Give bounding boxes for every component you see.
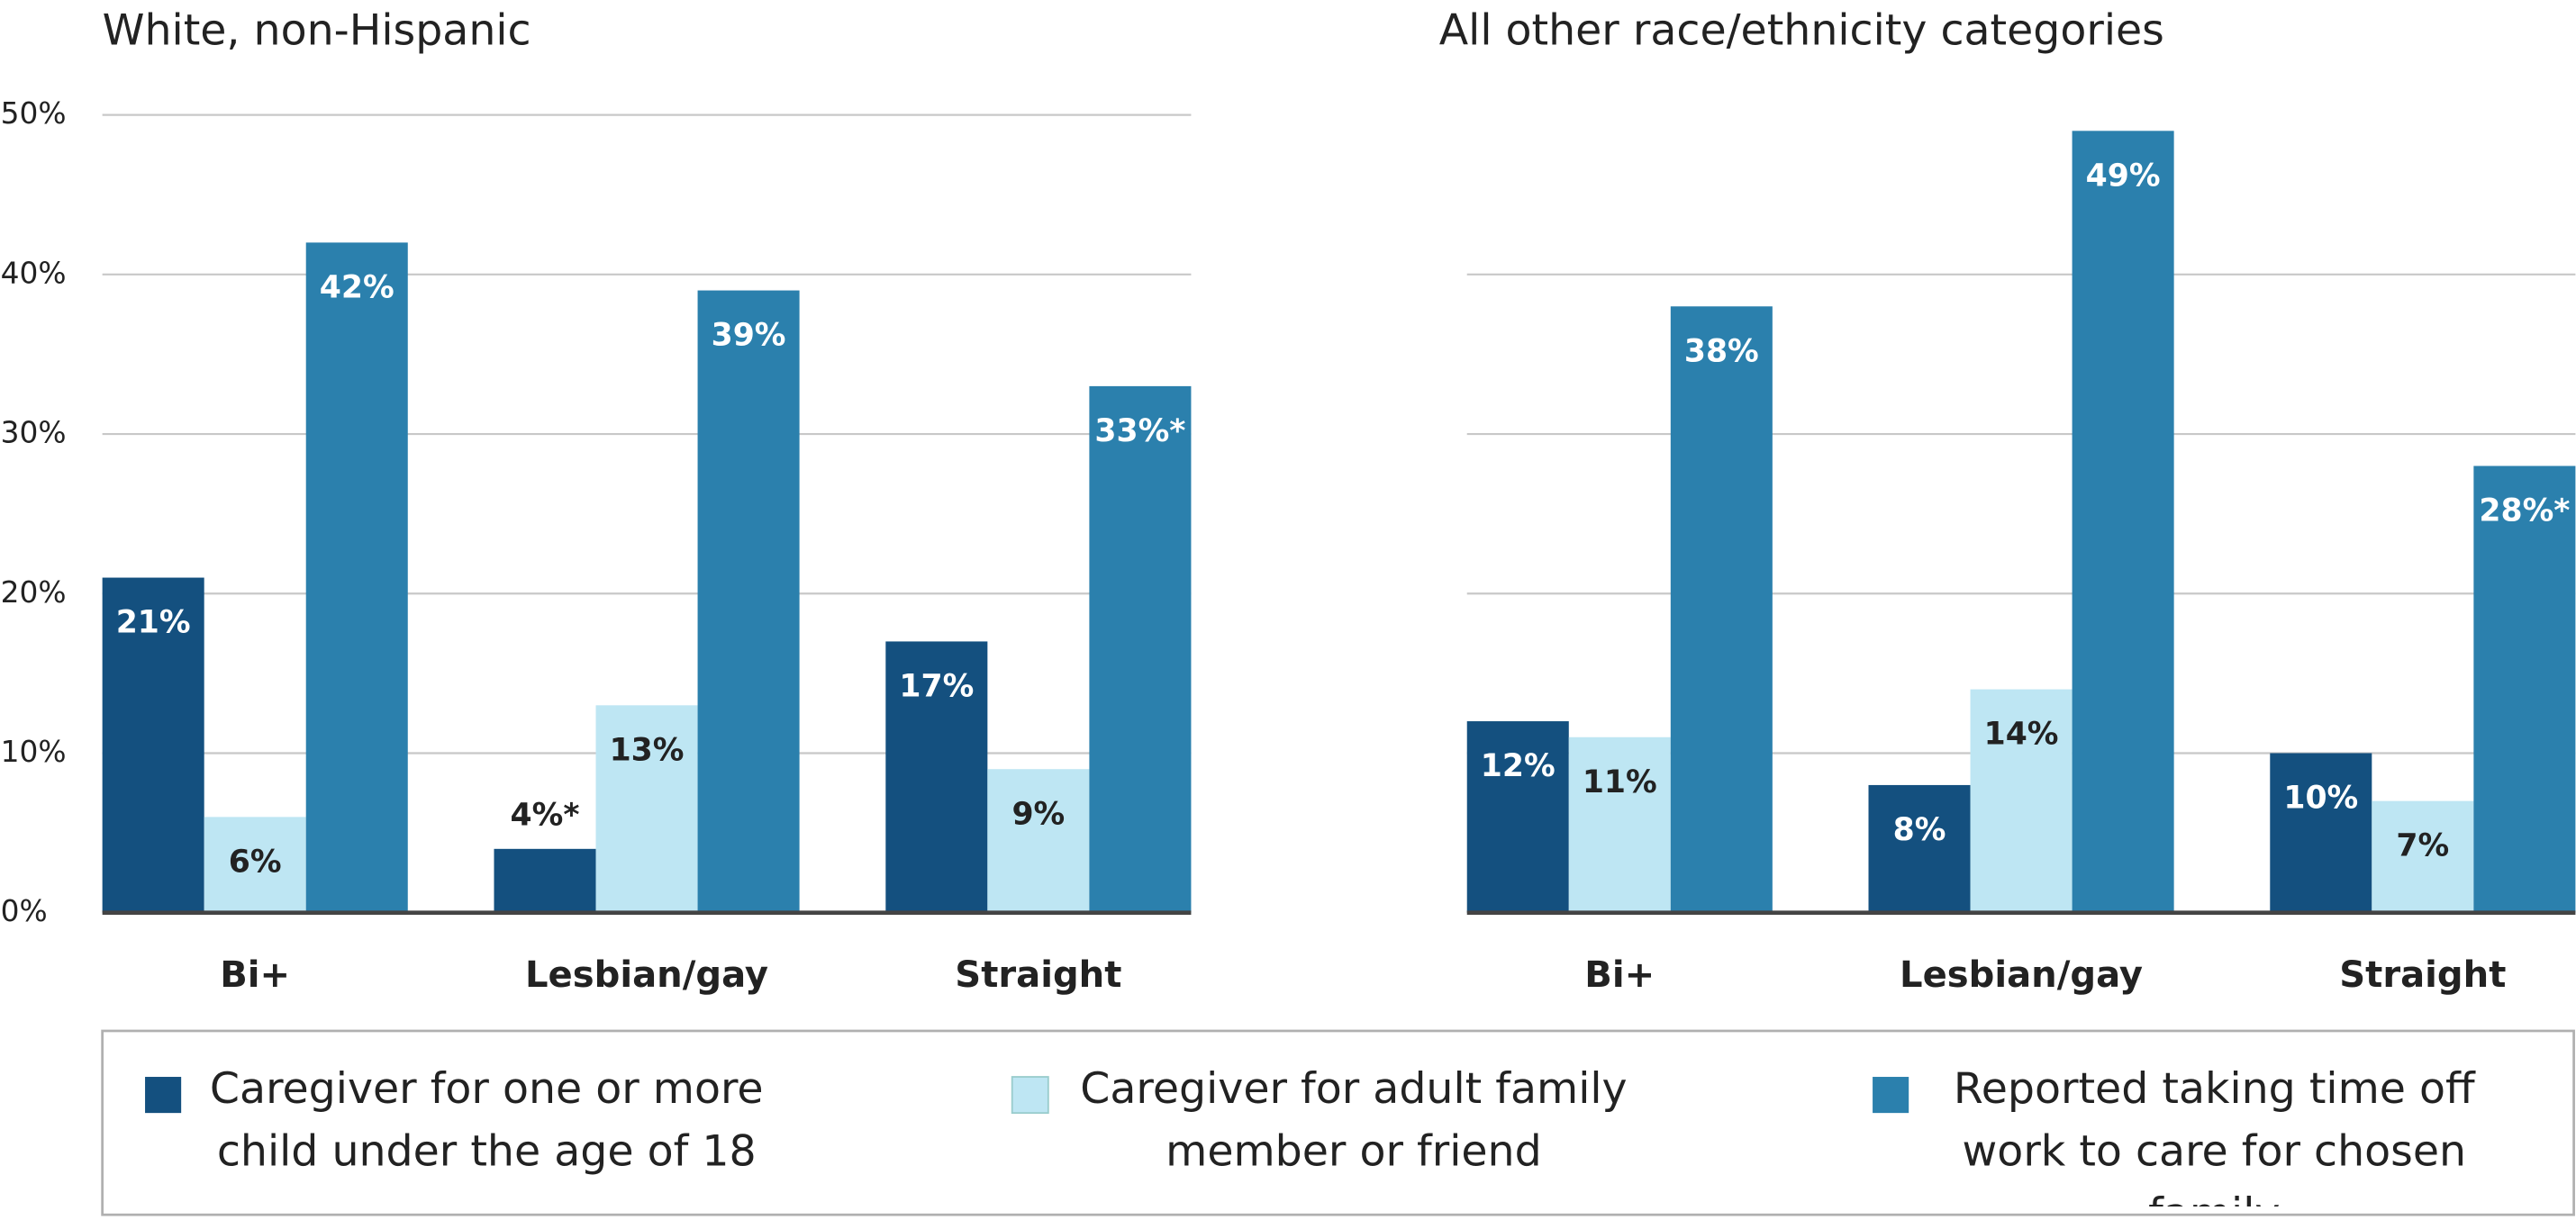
bar — [102, 577, 204, 913]
x-tick-label: Lesbian/gay — [525, 954, 768, 996]
value-label: 49% — [2086, 158, 2161, 194]
legend-label: Caregiver for one or more child under th… — [209, 1065, 764, 1178]
value-label: 42% — [320, 269, 395, 305]
bar — [697, 290, 800, 913]
value-label: 13% — [610, 732, 685, 768]
bar — [1970, 689, 2073, 913]
value-label: 6% — [229, 844, 282, 880]
y-tick-label: 20% — [1, 575, 67, 610]
y-tick-label: 40% — [1, 256, 67, 290]
value-label: 4%* — [511, 797, 580, 833]
bar — [2473, 465, 2576, 913]
bar — [1466, 721, 1569, 913]
x-tick-label: Bi+ — [220, 954, 290, 996]
legend-swatch — [1873, 1077, 1909, 1114]
value-label: 8% — [1893, 812, 1946, 848]
y-tick-label: 10% — [1, 735, 67, 769]
legend-item: Caregiver for one or more child under th… — [209, 1065, 764, 1178]
x-tick-label: Bi+ — [1584, 954, 1655, 996]
bar — [987, 769, 1090, 913]
value-label: 10% — [2283, 781, 2358, 817]
y-tick-label: 50% — [1, 96, 67, 131]
bar — [204, 817, 306, 913]
chart-title: All other race/ethnicity categories — [1439, 5, 2164, 55]
bar — [494, 848, 596, 913]
bar — [1568, 737, 1671, 913]
chart-title: White, non-Hispanic — [103, 5, 531, 55]
value-label: 33%* — [1094, 413, 1185, 449]
value-label: 11% — [1583, 764, 1657, 800]
value-label: 28%* — [2479, 493, 2570, 529]
legend-box — [101, 1029, 2575, 1216]
y-tick-label: 30% — [1, 416, 67, 450]
value-label: 21% — [116, 605, 191, 641]
bar — [1868, 784, 1971, 913]
bar — [2372, 800, 2474, 913]
bar — [1670, 306, 1773, 913]
value-label: 39% — [712, 318, 786, 354]
value-label: 38% — [1684, 333, 1759, 369]
legend-item: Reported taking time off work to care fo… — [1953, 1065, 2475, 1206]
y-tick-label: 0% — [1, 894, 48, 928]
value-label: 12% — [1481, 748, 1556, 784]
bar — [305, 242, 408, 913]
bar — [1089, 385, 1192, 913]
bar — [2072, 131, 2174, 913]
value-label: 17% — [899, 668, 974, 704]
value-label: 14% — [1984, 717, 2059, 753]
legend-swatch — [145, 1077, 182, 1114]
value-label: 9% — [1011, 796, 1065, 832]
bar — [595, 705, 698, 913]
bar — [2270, 753, 2372, 913]
x-tick-label: Lesbian/gay — [1900, 954, 2143, 996]
x-tick-label: Straight — [2339, 954, 2506, 996]
bar — [885, 641, 988, 913]
legend-label: Reported taking time off work to care fo… — [1953, 1065, 2475, 1206]
x-tick-label: Straight — [955, 954, 1121, 996]
legend-item: Caregiver for adult family member or fri… — [1080, 1065, 1628, 1178]
legend-swatch — [1011, 1076, 1049, 1115]
legend-label: Caregiver for adult family member or fri… — [1080, 1065, 1628, 1178]
value-label: 7% — [2396, 828, 2449, 864]
